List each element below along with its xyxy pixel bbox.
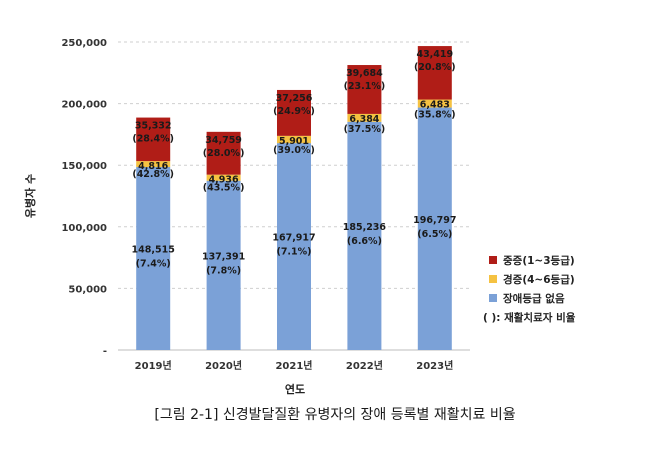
x-axis-ticks: 2019년 2020년 2021년 2022년 2023년 bbox=[135, 359, 454, 372]
bar-segment bbox=[277, 89, 311, 136]
data-label: (20.8%) bbox=[414, 62, 456, 73]
data-label: (28.4%) bbox=[132, 134, 174, 145]
data-label: (42.8%) bbox=[132, 169, 174, 180]
data-label: 6,384 bbox=[349, 114, 379, 125]
data-label: 167,917 bbox=[272, 233, 315, 244]
bar-segment bbox=[417, 99, 452, 108]
data-label: 37,256 bbox=[276, 93, 313, 104]
bar-segment bbox=[347, 121, 382, 350]
legend-label: 경증(4~6등급) bbox=[503, 273, 575, 286]
data-label: 148,515 bbox=[132, 245, 175, 256]
legend-swatch bbox=[489, 256, 497, 264]
data-label: 39,684 bbox=[346, 68, 383, 79]
bars bbox=[136, 46, 452, 350]
data-label: (24.9%) bbox=[273, 106, 315, 117]
x-tick-label: 2020년 bbox=[205, 359, 242, 372]
bar-segment bbox=[206, 131, 241, 175]
data-label: (37.5%) bbox=[344, 124, 386, 135]
y-axis-title: 유병자 수 bbox=[23, 174, 37, 218]
y-axis-ticks: - 50,000 100,000 150,000 200,000 250,000 bbox=[61, 38, 107, 357]
data-label: (7.1%) bbox=[276, 247, 311, 258]
y-tick-label: 250,000 bbox=[61, 38, 107, 49]
bar-segment bbox=[206, 174, 241, 181]
data-labels: 148,515 (7.4%) 4,816(42.8%) 35,332 (28.4%) 13… bbox=[132, 49, 457, 276]
data-label: 6,483 bbox=[420, 100, 450, 111]
data-label: 4,816 bbox=[138, 161, 168, 172]
bar-segment bbox=[417, 46, 452, 100]
data-label: (23.1%) bbox=[344, 81, 386, 92]
legend-swatch bbox=[489, 275, 497, 283]
bar-segment bbox=[277, 143, 311, 350]
data-label: 5,901 bbox=[279, 136, 309, 147]
data-label: 4,936 bbox=[209, 175, 239, 186]
data-label: 196,797 bbox=[413, 215, 456, 226]
data-label: (6.6%) bbox=[347, 236, 382, 247]
data-label: (7.8%) bbox=[206, 265, 241, 276]
data-label: (28.0%) bbox=[203, 148, 245, 159]
data-label: (6.5%) bbox=[417, 229, 452, 240]
legend-label: 중증(1~3등급) bbox=[503, 255, 575, 267]
x-tick-label: 2022년 bbox=[346, 359, 383, 372]
bar-segment bbox=[136, 117, 171, 162]
bar-segment bbox=[347, 65, 382, 114]
x-tick-label: 2019년 bbox=[135, 359, 172, 372]
bar-segment bbox=[417, 107, 452, 350]
figure-caption: [그림 2-1] 신경발달질환 유병자의 장애 등록별 재활치료 비율 bbox=[154, 407, 516, 423]
legend: 중증(1~3등급) 경증(4~6등급) 장애등급 없음 ( ): 재활치료자 비율 bbox=[483, 255, 576, 324]
legend-label: 장애등급 없음 bbox=[503, 292, 565, 305]
data-label: 43,419 bbox=[416, 49, 453, 60]
data-label: (7.4%) bbox=[136, 259, 171, 270]
data-label: (39.0%) bbox=[273, 145, 315, 156]
data-label: 34,759 bbox=[205, 135, 242, 146]
bar-segment bbox=[136, 161, 171, 168]
data-label: 185,236 bbox=[343, 222, 387, 233]
x-axis-title: 연도 bbox=[285, 382, 305, 396]
y-tick-label: 200,000 bbox=[61, 100, 107, 111]
legend-swatch bbox=[489, 294, 497, 302]
y-tick-label: 100,000 bbox=[61, 223, 107, 234]
data-label: (35.8%) bbox=[414, 110, 456, 121]
data-label: (43.5%) bbox=[203, 183, 245, 194]
y-tick-label: 150,000 bbox=[61, 161, 107, 172]
bar-segment bbox=[347, 113, 382, 122]
data-label: 137,391 bbox=[202, 251, 245, 262]
x-tick-label: 2021년 bbox=[275, 359, 312, 372]
x-tick-label: 2023년 bbox=[416, 359, 453, 372]
y-tick-label: - bbox=[103, 346, 107, 357]
bar-segment bbox=[136, 167, 171, 350]
legend-note: ( ): 재활치료자 비율 bbox=[483, 311, 576, 324]
y-tick-label: 50,000 bbox=[68, 284, 107, 295]
bar-segment bbox=[277, 135, 311, 144]
bar-segment bbox=[206, 180, 241, 350]
data-label: 35,332 bbox=[135, 121, 172, 132]
